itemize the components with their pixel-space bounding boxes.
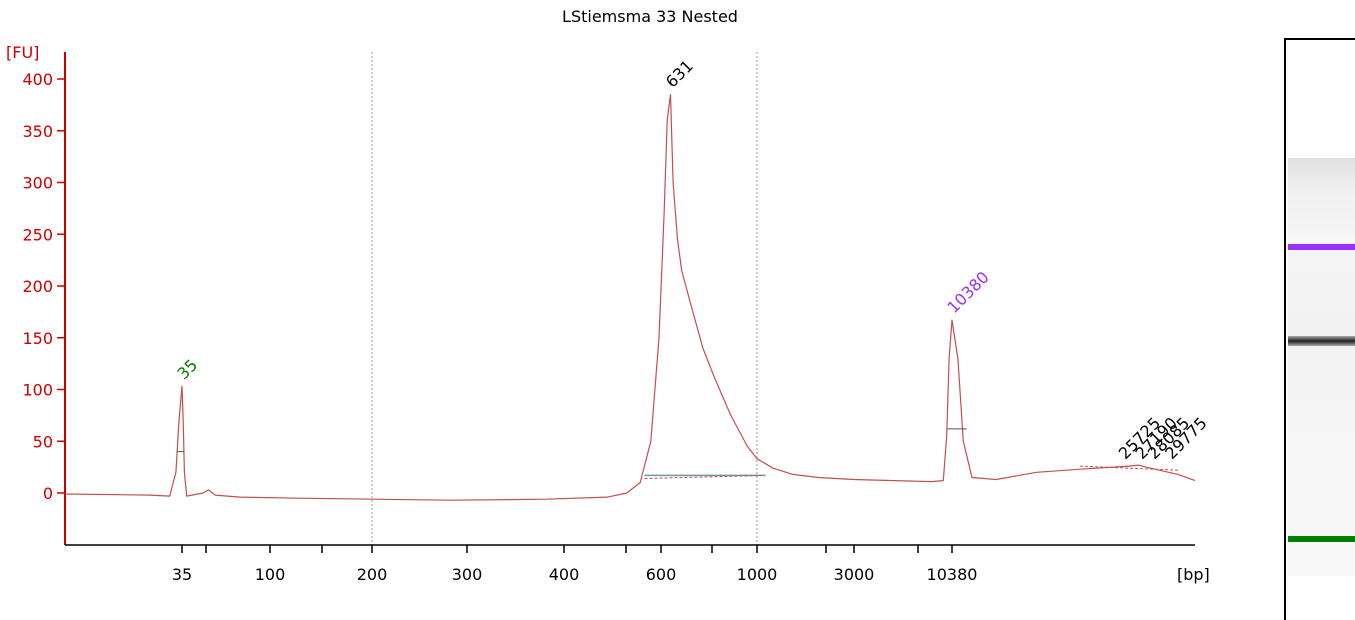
x-tick-label: 1000 <box>737 565 778 584</box>
trace-line <box>64 93 1196 501</box>
axes <box>64 52 1195 546</box>
y-tick-label: 200 <box>22 277 53 296</box>
peak-label: 35 <box>173 355 201 383</box>
peak-baseline-dotted <box>1080 465 1179 471</box>
chart-title: LStiemsma 33 Nested <box>562 7 738 26</box>
y-tick-label: 150 <box>22 329 53 348</box>
grid-lines <box>371 52 758 545</box>
gel-lane <box>1284 38 1355 620</box>
y-tick-label: 250 <box>22 225 53 244</box>
y-tick-label: 400 <box>22 70 53 89</box>
y-tick-label: 350 <box>22 122 53 141</box>
x-axis-label: [bp] <box>1177 565 1210 584</box>
y-axis-label: [FU] <box>6 43 39 62</box>
peak-label: 10380 <box>943 268 992 317</box>
x-tick-label: 400 <box>549 565 580 584</box>
y-ticks: 0 50 100 150 200 250 300 350 400 <box>22 70 65 503</box>
x-ticks: 35 100 200 300 400 600 1000 3000 10380 <box>172 545 978 584</box>
x-tick-label: 200 <box>357 565 388 584</box>
sample-band <box>1288 336 1355 346</box>
y-tick-label: 50 <box>33 432 53 451</box>
y-tick-label: 100 <box>22 381 53 400</box>
x-tick-label: 600 <box>646 565 677 584</box>
electropherogram-chart: LStiemsma 33 Nested [FU] [bp] 0 50 100 150 2… <box>6 7 1211 584</box>
x-tick-label: 3000 <box>834 565 875 584</box>
lower-marker-band <box>1288 536 1355 542</box>
x-tick-label: 300 <box>452 565 483 584</box>
trace-layer <box>64 93 1196 501</box>
x-tick-label: 10380 <box>927 565 978 584</box>
x-tick-label: 35 <box>172 565 192 584</box>
y-tick-label: 0 <box>43 484 53 503</box>
gel-smear <box>1288 158 1355 576</box>
upper-marker-band <box>1288 244 1355 250</box>
peak-label: 631 <box>662 56 697 91</box>
y-tick-label: 300 <box>22 174 53 193</box>
peak-baseline-dotted <box>644 474 766 480</box>
x-tick-label: 100 <box>255 565 286 584</box>
